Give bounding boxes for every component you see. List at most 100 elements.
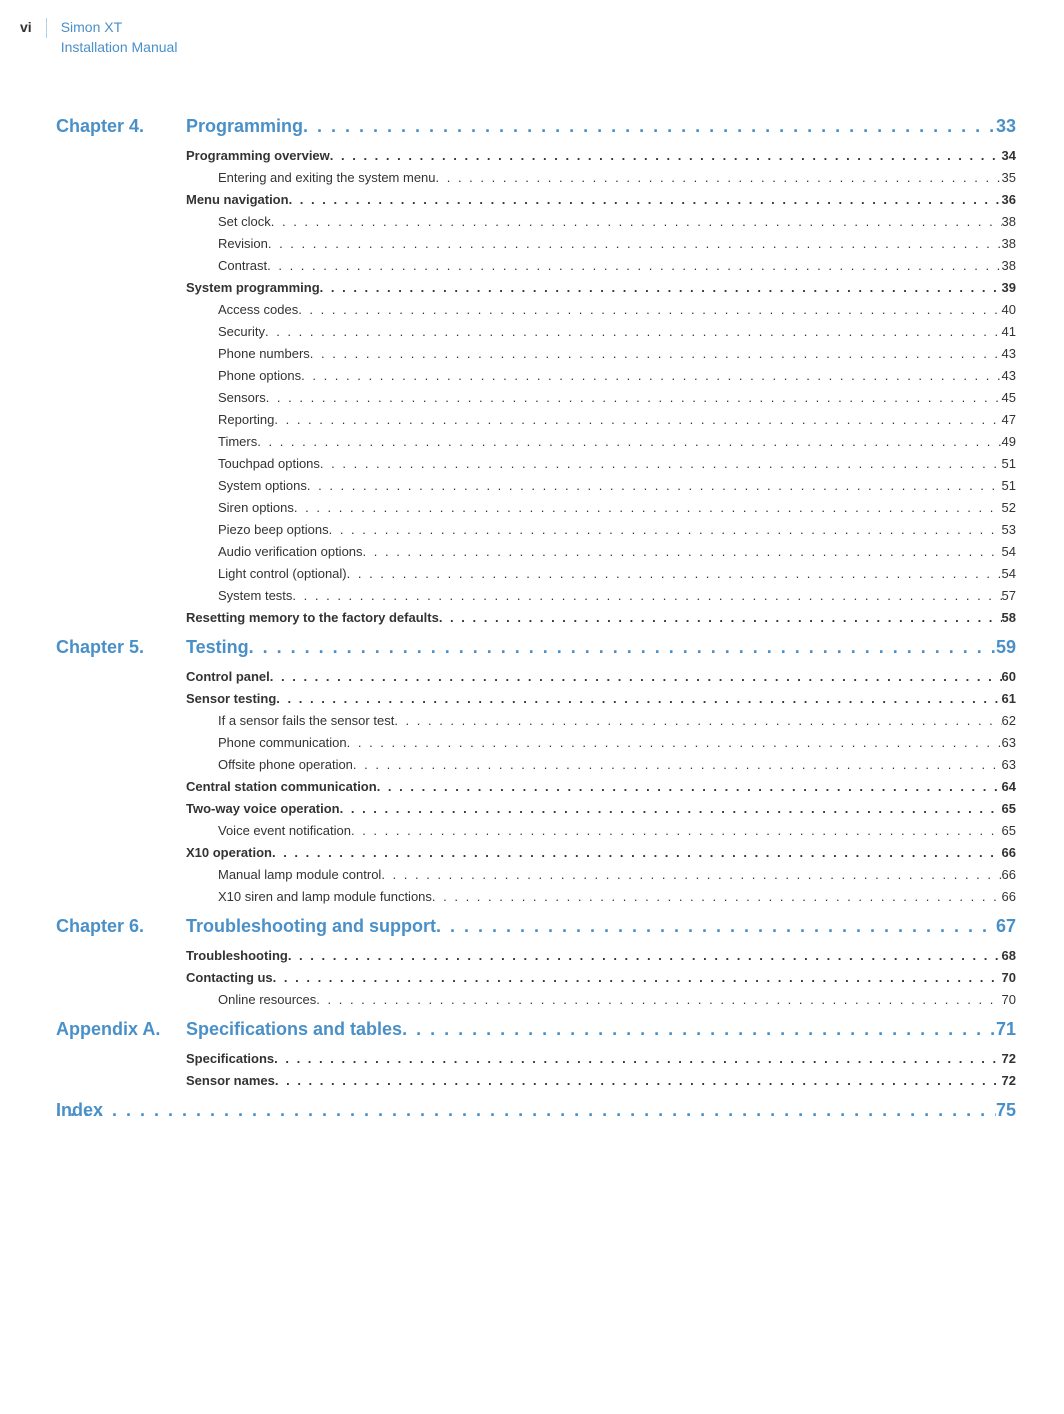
leader-dots: . . . . . . . . . . . . . . . . . . . . …	[377, 776, 1002, 798]
toc-row: Sensors . . . . . . . . . . . . . . . . …	[218, 387, 1016, 409]
subsection-title: Set clock	[218, 211, 271, 233]
leader-dots: . . . . . . . . . . . . . . . . . . . . …	[347, 563, 1002, 585]
toc-row: Central station communication . . . . . …	[186, 776, 1016, 798]
section-page: 72	[1002, 1070, 1016, 1092]
chapter-title: Specifications and tables	[186, 1019, 402, 1040]
chapter-page: 33	[996, 116, 1016, 137]
section-title: Sensor names	[186, 1070, 275, 1092]
subsection-page: 66	[1002, 864, 1016, 886]
leader-dots: . . . . . . . . . . . . . . . . . . . . …	[432, 886, 1002, 908]
toc-row: Troubleshooting . . . . . . . . . . . . …	[186, 945, 1016, 967]
leader-dots: . . . . . . . . . . . . . . . . . . . . …	[275, 1070, 1002, 1092]
chapter-label: Chapter 5.	[56, 637, 186, 658]
section-title: Specifications	[186, 1048, 274, 1070]
leader-dots: . . . . . . . . . . . . . . . . . . . . …	[307, 475, 1002, 497]
leader-dots: . . . . . . . . . . . . . . . . . . . . …	[274, 1048, 1001, 1070]
subsection-page: 38	[1002, 233, 1016, 255]
toc-row: Appendix A.Specifications and tables . .…	[56, 1019, 1016, 1040]
toc-row: Touchpad options . . . . . . . . . . . .…	[218, 453, 1016, 475]
section-page: 34	[1002, 145, 1016, 167]
leader-dots: . . . . . . . . . . . . . . . . . . . . …	[273, 967, 1002, 989]
toc-row: Revision . . . . . . . . . . . . . . . .…	[218, 233, 1016, 255]
subsection-page: 43	[1002, 343, 1016, 365]
subsection-title: Entering and exiting the system menu	[218, 167, 436, 189]
subsection-title: Revision	[218, 233, 268, 255]
section-page: 64	[1002, 776, 1016, 798]
chapter-title: Programming	[186, 116, 303, 137]
leader-dots: . . . . . . . . . . . . . . . . . . . . …	[402, 1019, 996, 1040]
subsection-page: 52	[1002, 497, 1016, 519]
leader-dots: . . . . . . . . . . . . . . . . . . . . …	[272, 842, 1002, 864]
toc-row: System tests . . . . . . . . . . . . . .…	[218, 585, 1016, 607]
toc-row: X10 operation . . . . . . . . . . . . . …	[186, 842, 1016, 864]
subsection-title: Light control (optional)	[218, 563, 347, 585]
leader-dots: . . . . . . . . . . . . . . . . . . . . …	[394, 710, 1001, 732]
subsection-title: Sensors	[218, 387, 266, 409]
subsection-page: 51	[1002, 475, 1016, 497]
subsection-page: 54	[1002, 563, 1016, 585]
leader-dots: . . . . . . . . . . . . . . . . . . . . …	[257, 431, 1001, 453]
leader-dots: . . . . . . . . . . . . . . . . . . . . …	[320, 277, 1002, 299]
page-header: vi Simon XT Installation Manual	[20, 18, 177, 57]
leader-dots: . . . . . . . . . . . . . . . . . . . . …	[381, 864, 1001, 886]
leader-dots: . . . . . . . . . . . . . . . . . . . . …	[353, 754, 1002, 776]
chapter-label: Chapter 6.	[56, 916, 186, 937]
toc-row: Specifications . . . . . . . . . . . . .…	[186, 1048, 1016, 1070]
subsection-title: X10 siren and lamp module functions	[218, 886, 432, 908]
subsection-title: Phone numbers	[218, 343, 310, 365]
section-page: 68	[1002, 945, 1016, 967]
toc-row: Reporting . . . . . . . . . . . . . . . …	[218, 409, 1016, 431]
toc-row: Sensor names . . . . . . . . . . . . . .…	[186, 1070, 1016, 1092]
subsection-title: Audio verification options	[218, 541, 363, 563]
leader-dots: . . . . . . . . . . . . . . . . . . . . …	[329, 519, 1002, 541]
toc-row: Chapter 6.Troubleshooting and support . …	[56, 916, 1016, 937]
subsection-title: Phone options	[218, 365, 301, 387]
leader-dots: . . . . . . . . . . . . . . . . . . . . …	[439, 607, 1002, 629]
subsection-title: System options	[218, 475, 307, 497]
subsection-title: Security	[218, 321, 265, 343]
leader-dots: . . . . . . . . . . . . . . . . . . . . …	[266, 387, 1002, 409]
leader-dots: . . . . . . . . . . . . . . . . . . . . …	[436, 167, 1002, 189]
section-page: 72	[1002, 1048, 1016, 1070]
toc-row: Entering and exiting the system menu . .…	[218, 167, 1016, 189]
toc-row: Security . . . . . . . . . . . . . . . .…	[218, 321, 1016, 343]
section-page: 66	[1002, 842, 1016, 864]
subsection-page: 41	[1002, 321, 1016, 343]
subsection-title: Access codes	[218, 299, 298, 321]
leader-dots: . . . . . . . . . . . . . . . . . . . . …	[351, 820, 1002, 842]
leader-dots: . . . . . . . . . . . . . . . . . . . . …	[56, 1100, 996, 1121]
leader-dots: . . . . . . . . . . . . . . . . . . . . …	[289, 189, 1002, 211]
leader-dots: . . . . . . . . . . . . . . . . . . . . …	[274, 409, 1001, 431]
section-title: Contacting us	[186, 967, 273, 989]
toc-row: Phone communication . . . . . . . . . . …	[218, 732, 1016, 754]
toc-row: Timers . . . . . . . . . . . . . . . . .…	[218, 431, 1016, 453]
section-title: X10 operation	[186, 842, 272, 864]
chapter-page: 67	[996, 916, 1016, 937]
section-page: 39	[1002, 277, 1016, 299]
toc-row: Index . . . . . . . . . . . . . . . . . …	[56, 1100, 1016, 1121]
section-page: 58	[1002, 607, 1016, 629]
leader-dots: . . . . . . . . . . . . . . . . . . . . …	[298, 299, 1001, 321]
leader-dots: . . . . . . . . . . . . . . . . . . . . …	[271, 211, 1002, 233]
subsection-title: Offsite phone operation	[218, 754, 353, 776]
subsection-page: 51	[1002, 453, 1016, 475]
section-title: Troubleshooting	[186, 945, 288, 967]
leader-dots: . . . . . . . . . . . . . . . . . . . . …	[436, 916, 996, 937]
chapter-title: Testing	[186, 637, 249, 658]
toc-row: Voice event notification . . . . . . . .…	[218, 820, 1016, 842]
header-title-line2: Installation Manual	[61, 38, 178, 58]
subsection-page: 38	[1002, 211, 1016, 233]
section-title: Two-way voice operation	[186, 798, 340, 820]
subsection-page: 45	[1002, 387, 1016, 409]
leader-dots: . . . . . . . . . . . . . . . . . . . . …	[292, 585, 1001, 607]
section-page: 36	[1002, 189, 1016, 211]
section-title: Control panel	[186, 666, 270, 688]
toc-row: X10 siren and lamp module functions . . …	[218, 886, 1016, 908]
subsection-page: 40	[1002, 299, 1016, 321]
section-title: Resetting memory to the factory defaults	[186, 607, 439, 629]
toc-row: Programming overview . . . . . . . . . .…	[186, 145, 1016, 167]
chapter-page: 59	[996, 637, 1016, 658]
leader-dots: . . . . . . . . . . . . . . . . . . . . …	[347, 732, 1002, 754]
toc-row: Access codes . . . . . . . . . . . . . .…	[218, 299, 1016, 321]
table-of-contents: Chapter 4.Programming . . . . . . . . . …	[56, 108, 1016, 1129]
